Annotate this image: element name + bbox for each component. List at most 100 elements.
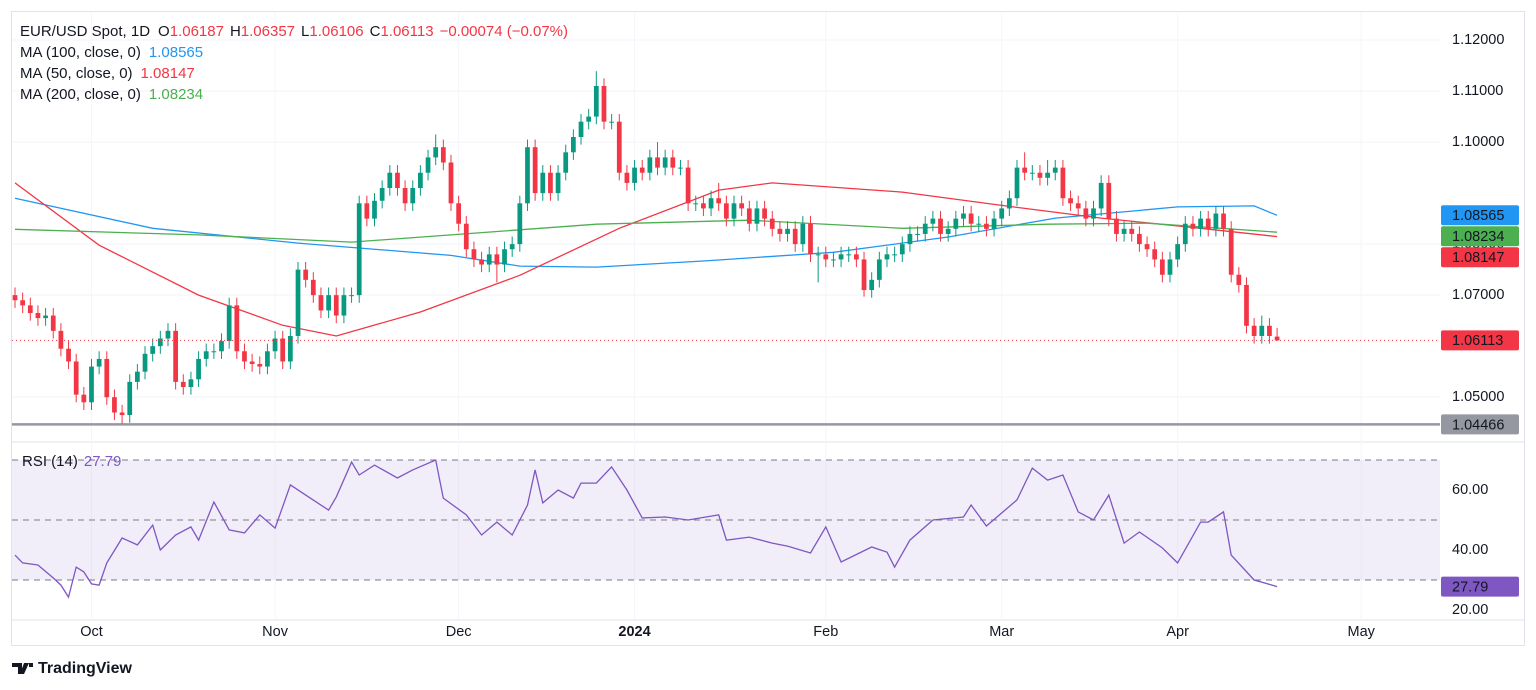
candle-body	[96, 358, 102, 367]
candle-body	[73, 361, 79, 395]
candle-body	[402, 188, 408, 204]
price-badge	[1441, 205, 1519, 226]
candle-body	[211, 351, 217, 353]
price-badge-label: 1.08234	[1452, 229, 1504, 245]
candle-body	[310, 279, 316, 296]
candle-body	[938, 218, 943, 234]
candle-body	[372, 200, 377, 219]
ma-value: 1.08234	[149, 86, 203, 103]
candle-body	[364, 203, 370, 219]
candle-body	[892, 254, 898, 256]
candle-body	[287, 335, 293, 362]
logo-mark	[12, 663, 33, 674]
candle-body	[616, 121, 622, 173]
ma-name: MA (100, close, 0)	[20, 44, 141, 61]
candle-body	[226, 305, 232, 342]
candle-body	[1106, 182, 1112, 219]
candle-body	[593, 85, 599, 117]
candle-body	[509, 244, 515, 250]
candle-body	[1060, 167, 1066, 199]
candle-body	[1121, 228, 1127, 234]
candle-body	[1037, 172, 1043, 178]
candle-body	[196, 358, 201, 380]
y-tick-label: 1.12000	[1452, 32, 1504, 48]
candle-body	[203, 351, 209, 359]
candle-body	[1068, 198, 1073, 204]
candle-body	[349, 295, 354, 297]
candle-body	[219, 341, 224, 352]
candle-body	[242, 351, 247, 362]
candle-body	[1205, 218, 1211, 229]
candle-body	[1267, 325, 1272, 336]
candle-body	[188, 379, 194, 387]
candle-body	[1152, 249, 1158, 260]
candle-body	[869, 279, 875, 291]
candle-body	[670, 157, 676, 168]
candle-body	[762, 208, 767, 219]
candle-body	[1114, 218, 1119, 234]
candle-body	[624, 172, 630, 183]
candle-body	[58, 330, 64, 349]
candle-body	[739, 203, 745, 209]
ohlc-letter: H	[230, 23, 241, 40]
candle-body	[808, 223, 813, 255]
candle-body	[1190, 223, 1196, 229]
candle-body	[280, 338, 286, 362]
candle-body	[150, 346, 156, 354]
candle-body	[1022, 167, 1028, 173]
candle-body	[165, 330, 171, 339]
candle-body	[785, 228, 790, 234]
x-tick-label: Apr	[1166, 624, 1189, 640]
candle-body	[1167, 259, 1173, 275]
price-change: −0.00074 (−0.07%)	[440, 23, 568, 40]
candle-body	[1182, 223, 1188, 245]
candle-body	[257, 364, 263, 367]
candle-body	[1144, 244, 1150, 250]
frame	[11, 11, 1525, 646]
candle-body	[678, 167, 683, 169]
ma-value: 1.08147	[141, 65, 195, 82]
candle-body	[295, 269, 301, 336]
x-tick-label: 2024	[618, 624, 650, 640]
candle-body	[586, 116, 592, 122]
candle-body	[180, 381, 186, 387]
candle-body	[265, 351, 270, 367]
x-tick-label: Oct	[80, 624, 103, 640]
candle-body	[1006, 198, 1012, 209]
candle-body	[548, 172, 553, 194]
y-tick-label: 1.10000	[1452, 134, 1504, 150]
candle-body	[318, 295, 324, 311]
y-tick-label: 20.00	[1452, 602, 1488, 618]
candle-body	[1159, 259, 1165, 275]
candle-body	[876, 259, 882, 280]
candle-body	[930, 218, 936, 224]
candle-body	[272, 338, 278, 352]
candle-body	[119, 412, 125, 416]
candle-body	[333, 295, 339, 316]
candle-body	[639, 167, 645, 173]
candle-body	[1213, 213, 1219, 229]
candle-body	[854, 254, 859, 260]
price-badge	[1441, 226, 1519, 247]
candle-body	[701, 203, 706, 209]
rsi-line	[14, 459, 1278, 599]
ma-legend: MA (100, close, 0) 1.08565	[20, 44, 203, 61]
candle-body	[1129, 228, 1135, 234]
ohlc-letter: O	[158, 23, 170, 40]
ma-name: MA (50, close, 0)	[20, 65, 133, 82]
candle-body	[754, 208, 760, 224]
candle-body	[27, 305, 33, 314]
candle-body	[632, 167, 637, 183]
candle-body	[846, 254, 852, 256]
candle-body	[433, 147, 439, 158]
candle-body	[1198, 218, 1203, 229]
x-tick-label: May	[1348, 624, 1376, 640]
candle-body	[1052, 167, 1058, 173]
candle-body	[968, 213, 974, 224]
candle-body	[1236, 274, 1242, 285]
candle-body	[555, 172, 561, 194]
y-tick-label: 1.11000	[1452, 83, 1503, 99]
candle-body	[135, 371, 140, 382]
candle-body	[517, 203, 523, 245]
